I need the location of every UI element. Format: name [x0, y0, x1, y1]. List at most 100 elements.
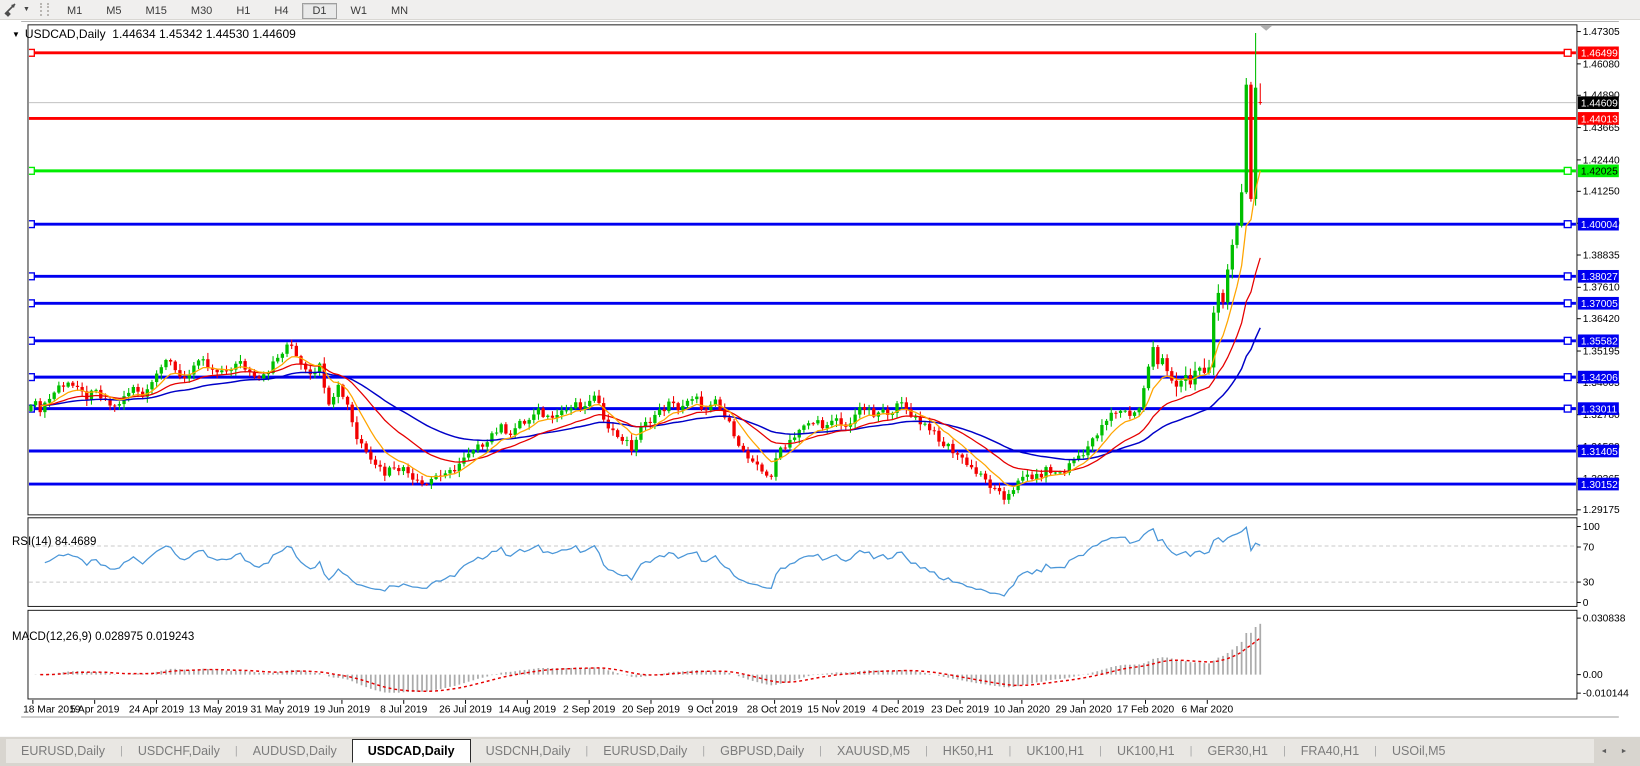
- chart-tab-usdcnh-daily[interactable]: USDCNH,Daily: [485, 744, 571, 758]
- line-drag-handle[interactable]: [28, 220, 36, 229]
- timeframe-button-h4[interactable]: H4: [274, 4, 289, 17]
- chart-tab-gbpusd-daily[interactable]: GBPUSD,Daily: [720, 744, 805, 758]
- price-level-badge-1.35582: 1.35582: [1577, 334, 1619, 348]
- date-tick-label: 4 Dec 2019: [872, 705, 925, 716]
- line-drag-handle[interactable]: [28, 336, 36, 345]
- chart-tab-uk100-h1[interactable]: UK100,H1: [1116, 744, 1175, 758]
- rsi-plot[interactable]: 100 70 30 0: [28, 522, 1600, 609]
- chart-ohlc-values: 1.44634 1.45342 1.44530 1.44609: [112, 27, 296, 41]
- collapse-triangle-icon[interactable]: ▼: [12, 30, 20, 39]
- tab-scroll-left-icon[interactable]: ◄: [1600, 747, 1608, 755]
- line-drag-handle[interactable]: [1563, 373, 1572, 382]
- timeframe-button-d1[interactable]: D1: [302, 2, 337, 19]
- date-tick-label: 17 Feb 2020: [1117, 705, 1175, 716]
- line-drag-handle[interactable]: [28, 299, 36, 308]
- ma-fast-line: [40, 170, 1261, 488]
- line-drag-handle[interactable]: [1563, 220, 1572, 229]
- date-tick-label: 10 Jan 2020: [994, 705, 1051, 716]
- price-tick-label: 1.41250: [1583, 187, 1620, 198]
- date-tick-label: 15 Nov 2019: [807, 705, 865, 716]
- macd-name: MACD(12,26,9): [12, 631, 92, 643]
- svg-text:1.38027: 1.38027: [1581, 272, 1618, 283]
- price-level-badge-1.34206: 1.34206: [1577, 370, 1619, 384]
- chart-tab-eurusd-daily[interactable]: EURUSD,Daily: [603, 744, 688, 758]
- tab-separator: |: [585, 745, 589, 757]
- timeframe-button-m30[interactable]: M30: [190, 4, 213, 17]
- chart-tab-ger30-h1[interactable]: GER30,H1: [1207, 744, 1268, 758]
- price-tick-label: 1.36420: [1583, 314, 1620, 325]
- svg-text:1.31405: 1.31405: [1581, 447, 1618, 458]
- rsi-name: RSI(14): [12, 536, 52, 548]
- price-level-badge-1.40004: 1.40004: [1577, 217, 1619, 231]
- line-drag-handle[interactable]: [1563, 299, 1572, 308]
- chart-tab-bar: EURUSD,Daily | USDCHF,Daily | AUDUSD,Daily US…: [0, 736, 1640, 766]
- macd-plot[interactable]: 0.030838 0.00 -0.010144: [31, 614, 1629, 700]
- rsi-tick-label: 0: [1583, 598, 1589, 609]
- timeframe-button-w1[interactable]: W1: [350, 4, 368, 17]
- price-tick-label: 1.47305: [1583, 27, 1620, 38]
- tab-separator: |: [234, 745, 238, 757]
- tab-separator: |: [1282, 745, 1286, 757]
- chart-tab-audusd-daily[interactable]: AUDUSD,Daily: [252, 744, 337, 758]
- line-drag-handle[interactable]: [28, 373, 36, 382]
- chart-canvas[interactable]: 1.47305 1.46080 1.44890 1.43665 1.42440 1.412…: [0, 19, 1640, 736]
- rsi-value: 84.4689: [54, 536, 97, 548]
- price-tick-label: 1.32780: [1583, 410, 1620, 421]
- toolbar-dropdown-arrow-icon[interactable]: ▼: [23, 6, 30, 13]
- macd-indicator-label: MACD(12,26,9) 0.028975 0.019243: [12, 631, 194, 643]
- timeframe-button-m1[interactable]: M1: [66, 4, 83, 17]
- tab-separator: |: [819, 745, 822, 757]
- line-drag-handle[interactable]: [1563, 336, 1572, 345]
- rsi-panel[interactable]: [27, 517, 1578, 607]
- chart-tab-eurusd-daily[interactable]: EURUSD,Daily: [21, 744, 106, 758]
- price-level-badge-1.30152: 1.30152: [1577, 477, 1619, 491]
- cursor-tool-icon[interactable]: [3, 2, 21, 17]
- svg-text:1.34206: 1.34206: [1581, 373, 1618, 384]
- tab-separator: |: [1099, 745, 1102, 757]
- svg-text:1.35582: 1.35582: [1581, 337, 1618, 348]
- timeframe-button-h1[interactable]: H1: [236, 4, 251, 17]
- svg-text:1.40004: 1.40004: [1581, 220, 1618, 231]
- chart-tab-hk50-h1[interactable]: HK50,H1: [942, 744, 994, 758]
- chart-tab-xauusd-m5[interactable]: XAUUSD,M5: [837, 744, 910, 758]
- rsi-tick-label: 70: [1583, 542, 1595, 553]
- macd-values: 0.028975 0.019243: [95, 631, 195, 643]
- chart-region[interactable]: 1.47305 1.46080 1.44890 1.43665 1.42440 1.412…: [0, 19, 1640, 736]
- tab-scroll-right-icon[interactable]: ►: [1620, 747, 1628, 755]
- chart-tab-fra40-h1[interactable]: FRA40,H1: [1300, 744, 1360, 758]
- chart-tab-uk100-h1[interactable]: UK100,H1: [1026, 744, 1085, 758]
- date-tick-label: 2 Sep 2019: [563, 705, 616, 716]
- line-drag-handle[interactable]: [1563, 48, 1572, 57]
- line-drag-handle[interactable]: [28, 272, 36, 281]
- chart-shift-marker-icon[interactable]: [1260, 25, 1273, 31]
- chart-symbol: USDCAD,Daily: [24, 27, 106, 41]
- svg-text:1.44609: 1.44609: [1581, 99, 1618, 110]
- macd-panel[interactable]: [27, 609, 1578, 700]
- price-level-badge-1.33011: 1.33011: [1577, 402, 1619, 416]
- tab-separator: |: [702, 745, 706, 757]
- price-plot[interactable]: [28, 33, 1576, 505]
- line-drag-handle[interactable]: [28, 166, 36, 175]
- timeframe-button-mn[interactable]: MN: [391, 4, 409, 17]
- line-drag-handle[interactable]: [1563, 404, 1572, 413]
- macd-tick-label: 0.00: [1583, 670, 1603, 681]
- price-axis: 1.47305 1.46080 1.44890 1.43665 1.42440 1.412…: [1576, 27, 1620, 516]
- chart-tab-usoil-m5[interactable]: USOil,M5: [1392, 744, 1446, 758]
- line-drag-handle[interactable]: [1563, 272, 1572, 281]
- line-drag-handle[interactable]: [28, 48, 36, 57]
- price-tick-label: 1.38835: [1583, 250, 1620, 261]
- chart-tab-usdcad-daily[interactable]: USDCAD,Daily: [351, 739, 471, 763]
- line-drag-handle[interactable]: [1563, 166, 1572, 175]
- rsi-tick-label: 100: [1583, 522, 1600, 533]
- date-tick-label: 23 Dec 2019: [931, 705, 989, 716]
- timeframe-button-m5[interactable]: M5: [106, 4, 122, 17]
- timeframe-button-m15[interactable]: M15: [145, 4, 167, 17]
- date-tick-label: 5 Apr 2019: [70, 705, 120, 716]
- tab-separator: |: [1374, 745, 1378, 757]
- price-tick-label: 1.46080: [1583, 59, 1620, 70]
- timeframe-toolbar: ▼ M1 M5 M15 M30 H1 H4 D1 W1 MN: [0, 0, 1640, 20]
- chart-tab-usdchf-daily[interactable]: USDCHF,Daily: [137, 744, 220, 758]
- rsi-indicator-label: RSI(14) 84.4689: [12, 536, 96, 548]
- chart-tabs: EURUSD,Daily | USDCHF,Daily | AUDUSD,Daily US…: [6, 739, 1594, 763]
